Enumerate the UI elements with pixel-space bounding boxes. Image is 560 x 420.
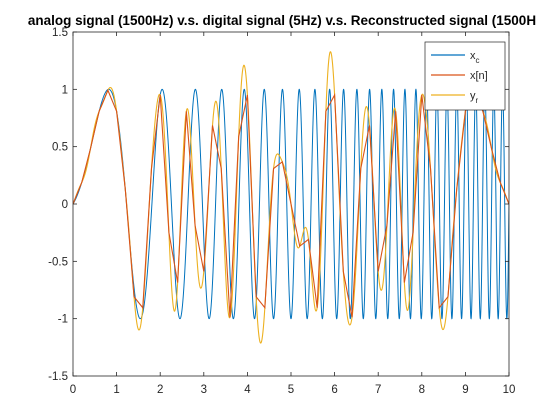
axes-layer: 0 1 2 3 4 5 6 7 8 9 10 -1.5 -1 -0.5 0 0.5 1 1.5 — [48, 27, 515, 396]
legend-label-y_r: yr — [470, 90, 479, 105]
legend-label-subscript: r — [476, 96, 479, 105]
legend-label-subscript: c — [476, 56, 480, 65]
x-tick-label: 9 — [462, 384, 468, 396]
legend: xc x[n] yr — [424, 41, 506, 111]
x-tick-label: 8 — [419, 384, 425, 396]
legend-label-main: y — [470, 90, 476, 102]
x-tick-label: 10 — [503, 384, 516, 396]
x-tick-label: 3 — [201, 384, 207, 396]
x-tick-label: 5 — [288, 384, 294, 396]
y-tick-label: 1.5 — [52, 27, 68, 39]
x-tick-label: 4 — [244, 384, 251, 396]
y-tick-label: 0.5 — [52, 142, 68, 154]
x-tick-label: 7 — [375, 384, 381, 396]
legend-label-main: x[n] — [470, 70, 488, 82]
y-tick-label: 1 — [62, 84, 68, 96]
x-tick-label: 0 — [70, 384, 76, 396]
y-tick-label: -0.5 — [48, 256, 68, 268]
legend-label-x_c: xc — [470, 50, 480, 65]
series-line-x[n] — [73, 88, 509, 318]
legend-label-x[n]: x[n] — [470, 70, 488, 82]
x-tick-label: 2 — [157, 384, 163, 396]
x-tick-label: 6 — [331, 384, 337, 396]
legend-box — [424, 41, 506, 111]
y-tick-label: -1 — [58, 314, 68, 326]
legend-label-main: x — [470, 50, 476, 62]
x-tick-label: 1 — [113, 384, 119, 396]
y-tick-label: -1.5 — [48, 371, 68, 383]
y-tick-label: 0 — [62, 199, 68, 211]
chart-title: analog signal (1500Hz) v.s. digital sign… — [28, 13, 536, 28]
